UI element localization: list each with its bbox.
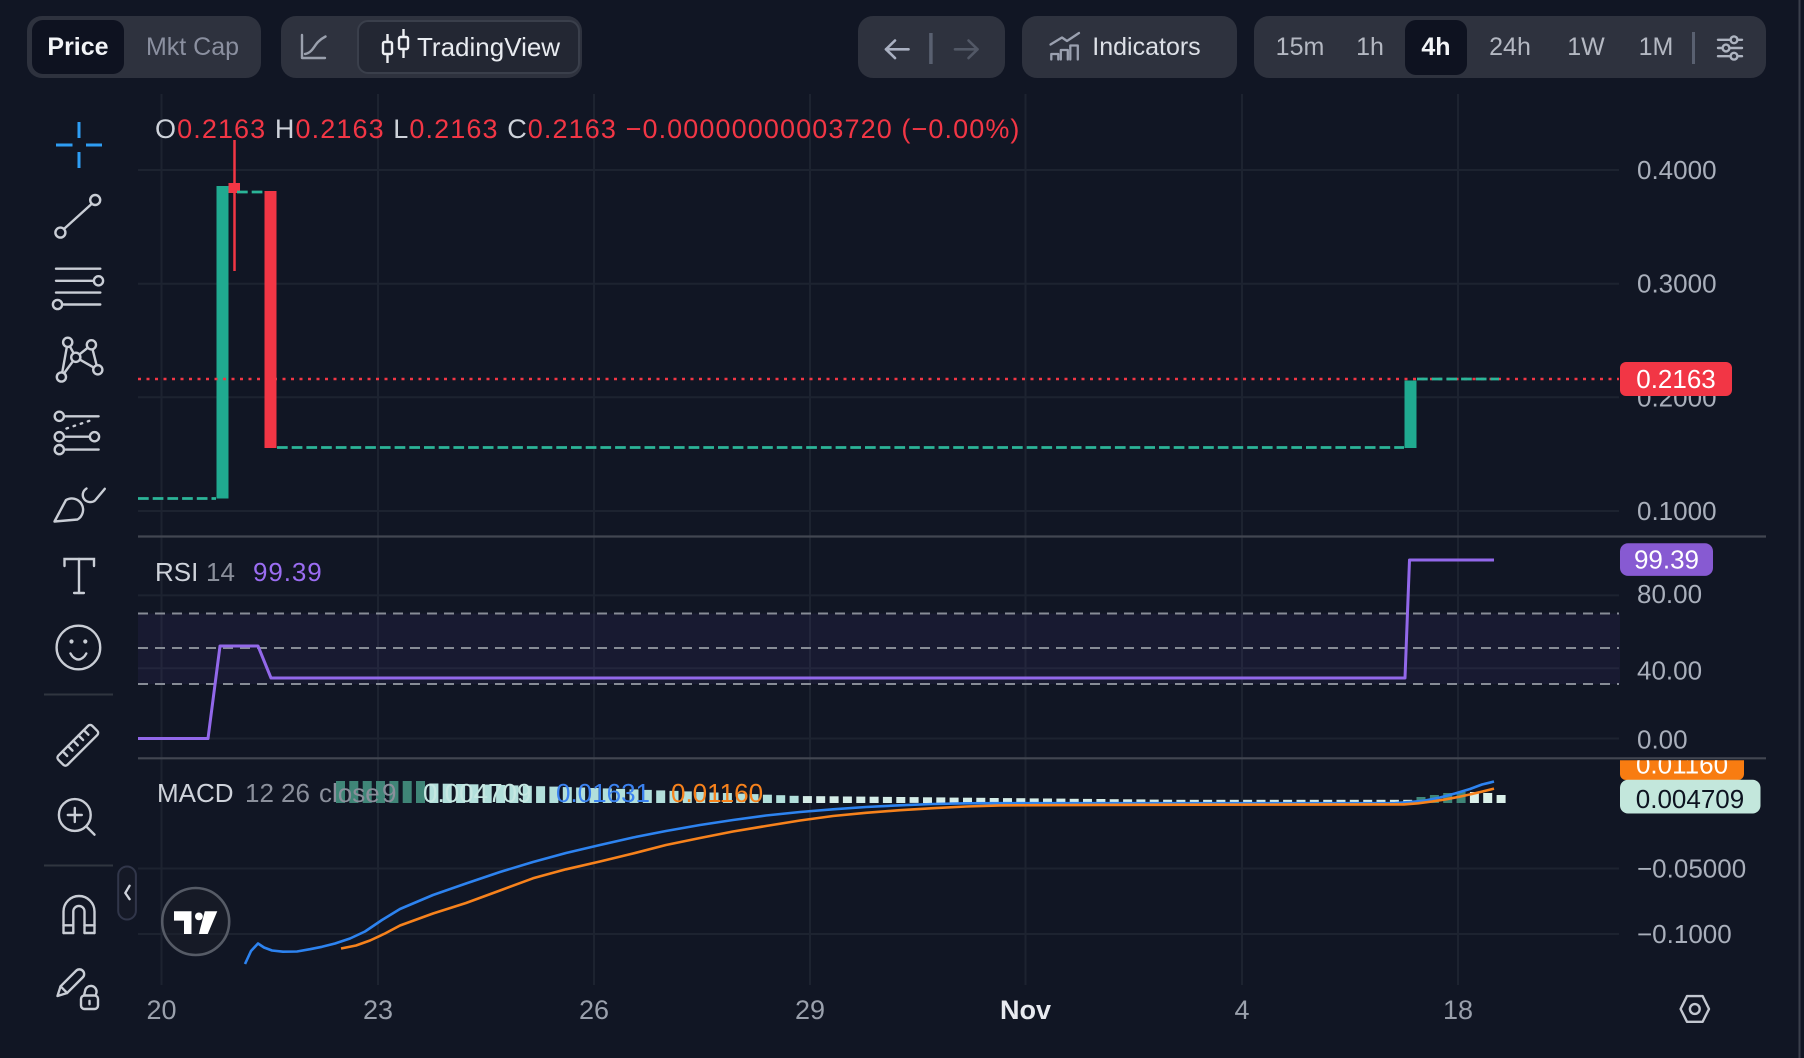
svg-text:23: 23	[363, 995, 393, 1025]
svg-text:18: 18	[1443, 995, 1473, 1025]
svg-text:99.39: 99.39	[1634, 545, 1699, 575]
svg-text:0.01160: 0.01160	[1636, 750, 1728, 780]
svg-text:4: 4	[1234, 995, 1249, 1025]
svg-text:0.004709: 0.004709	[1636, 784, 1744, 814]
svg-text:−0.1000: −0.1000	[1637, 919, 1732, 949]
svg-text:80.00: 80.00	[1637, 579, 1702, 609]
svg-text:0.1000: 0.1000	[1637, 496, 1717, 526]
svg-text:−0.05000: −0.05000	[1637, 854, 1746, 884]
svg-text:Nov: Nov	[1000, 995, 1051, 1025]
svg-text:40.00: 40.00	[1637, 656, 1702, 686]
svg-text:0.2163: 0.2163	[1636, 364, 1716, 394]
svg-text:0.4000: 0.4000	[1637, 155, 1717, 185]
svg-text:26: 26	[579, 995, 609, 1025]
svg-text:O0.2163 H0.2163 L0.2163 C0.216: O0.2163 H0.2163 L0.2163 C0.2163 −0.00000…	[155, 114, 1021, 144]
svg-text:0.3000: 0.3000	[1637, 269, 1717, 299]
svg-text:29: 29	[795, 995, 825, 1025]
svg-text:0.00: 0.00	[1637, 724, 1688, 754]
svg-text:20: 20	[146, 995, 176, 1025]
